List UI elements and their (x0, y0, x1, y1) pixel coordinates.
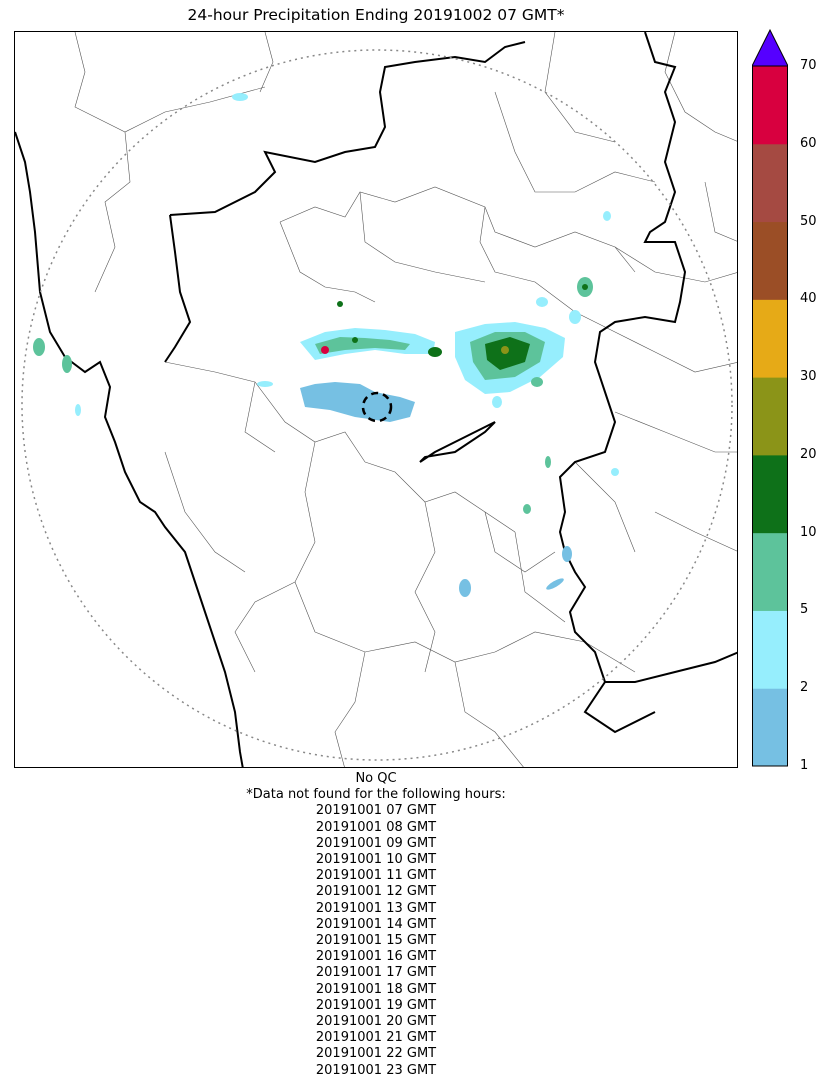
precip-cell (33, 338, 45, 356)
missing-hour: 20191001 22 GMT (315, 1046, 437, 1062)
radar-map (15, 32, 737, 767)
qc-status: No QC (355, 771, 397, 786)
precip-cell (492, 396, 502, 408)
precip-area-light (300, 382, 415, 422)
missing-hour: 20191001 07 GMT (315, 803, 437, 819)
colorbar-bins (752, 66, 788, 767)
precip-cell (62, 355, 72, 373)
precipitation-colorbar (752, 28, 788, 767)
precip-cell (352, 337, 358, 343)
precip-area-heavy (485, 337, 530, 370)
colorbar-tick-label: 50 (800, 213, 817, 229)
precip-cell (546, 578, 564, 590)
colorbar-tick-label: 30 (800, 369, 817, 385)
precip-cell-intense (321, 346, 329, 354)
colorbar-tick-label: 40 (800, 291, 817, 307)
colorbar-bin (752, 532, 788, 611)
chart-title: 24-hour Precipitation Ending 20191002 07… (187, 6, 565, 24)
precip-cell (459, 579, 471, 597)
missing-hour: 20191001 08 GMT (315, 819, 437, 835)
precip-cell-intense (501, 346, 509, 354)
colorbar-tick-label: 5 (800, 602, 809, 618)
precip-band-moderate (315, 337, 410, 354)
missing-hour: 20191001 16 GMT (315, 949, 437, 965)
colorbar-tick-label: 10 (800, 524, 817, 540)
missing-hour: 20191001 18 GMT (315, 981, 437, 997)
precip-cell (536, 297, 548, 307)
precip-cell (232, 93, 248, 101)
colorbar-tick-label: 70 (800, 58, 817, 73)
missing-hour: 20191001 20 GMT (315, 1014, 437, 1030)
radar-site-marker (361, 391, 393, 423)
missing-hour: 20191001 23 GMT (315, 1062, 437, 1078)
colorbar-bin (752, 221, 788, 300)
colorbar-bin (752, 377, 788, 456)
missing-hour: 20191001 13 GMT (315, 900, 437, 916)
state-boundaries (15, 32, 737, 767)
precip-cell (257, 381, 273, 387)
map-panel (14, 31, 738, 768)
colorbar-tick-label: 1 (800, 758, 809, 773)
colorbar-tick-label: 60 (800, 135, 817, 151)
radar-range-ring (21, 49, 733, 761)
precipitation-field (33, 93, 619, 597)
precip-cell (428, 347, 442, 357)
missing-hour: 20191001 09 GMT (315, 835, 437, 851)
data-notes: No QC *Data not found for the following … (14, 771, 738, 1079)
colorbar-bin (752, 299, 788, 378)
missing-hour: 20191001 12 GMT (315, 884, 437, 900)
precip-cell (545, 456, 551, 468)
colorbar-bin (752, 66, 788, 145)
colorbar-tick-label: 2 (800, 680, 809, 696)
precip-cell (603, 211, 611, 221)
precip-cell (582, 284, 588, 290)
precip-cell (531, 377, 543, 387)
missing-hour: 20191001 15 GMT (315, 933, 437, 949)
precip-cell (523, 504, 531, 514)
colorbar-bin (752, 143, 788, 223)
missing-hour: 20191001 10 GMT (315, 852, 437, 868)
missing-data-note: *Data not found for the following hours: (246, 787, 506, 803)
precip-cell (337, 301, 343, 307)
precip-cell (569, 310, 581, 324)
colorbar-outline (752, 65, 788, 767)
missing-hour: 20191001 19 GMT (315, 997, 437, 1013)
missing-hour: 20191001 11 GMT (315, 868, 437, 884)
colorbar-tick-label: 20 (800, 446, 817, 462)
missing-hour: 20191001 21 GMT (315, 1030, 437, 1046)
colorbar-bin (752, 688, 788, 767)
missing-hour: 20191001 17 GMT (315, 965, 437, 981)
precip-cell (75, 404, 81, 416)
missing-hour: 20191001 14 GMT (315, 916, 437, 932)
colorbar-bin (752, 454, 788, 534)
district-boundaries (74, 32, 737, 767)
colorbar-bin (752, 610, 788, 689)
colorbar-overflow-arrow (752, 28, 788, 67)
precip-cell (611, 468, 619, 476)
precip-cell (562, 546, 572, 562)
